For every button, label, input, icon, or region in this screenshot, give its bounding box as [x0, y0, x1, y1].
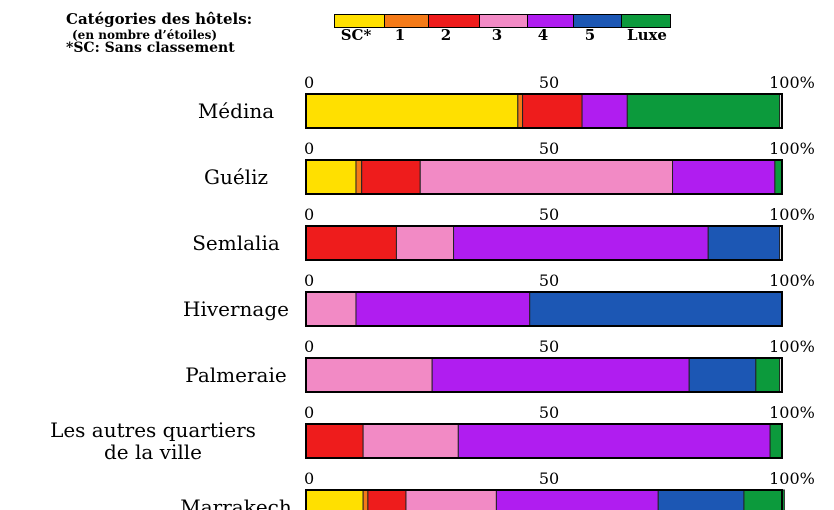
bar-segment	[657, 489, 745, 510]
bar-segment	[305, 93, 519, 129]
bar-segment	[355, 159, 363, 195]
legend-swatch-6	[622, 15, 670, 27]
bar-segment	[305, 291, 357, 327]
tick-label: 100%	[769, 271, 815, 290]
bar-outline	[305, 93, 783, 129]
bar-segment	[419, 159, 674, 195]
bar-outline	[305, 291, 783, 327]
bar-segment	[453, 225, 709, 261]
legend-swatch-strip	[334, 14, 671, 28]
legend-label-6: Luxe	[627, 26, 667, 44]
category-label: Médina	[198, 99, 274, 123]
legend-swatch-1	[385, 15, 429, 27]
bar-segment	[305, 159, 357, 195]
tick-label: 0	[304, 403, 314, 422]
bar-segment	[305, 357, 433, 393]
tick-label: 50	[539, 139, 559, 158]
tick-label: 0	[304, 205, 314, 224]
bar-segment	[755, 357, 781, 393]
bar-segment	[529, 291, 783, 327]
bar-segment	[355, 291, 531, 327]
bar-segment	[362, 489, 369, 510]
bar-outline	[305, 225, 783, 261]
legend-swatch-4	[528, 15, 574, 27]
bar-segment	[672, 159, 776, 195]
tick-label: 50	[539, 469, 559, 488]
tick-label: 100%	[769, 205, 815, 224]
category-label: Palmeraie	[185, 363, 286, 387]
tick-label: 100%	[769, 139, 815, 158]
legend-label-1: 1	[394, 26, 406, 44]
bar-outline	[305, 489, 783, 510]
bar-outline	[305, 357, 783, 393]
tick-label: 50	[539, 271, 559, 290]
category-label: Les autres quartiers de la ville	[50, 418, 256, 464]
bar-segment	[495, 489, 659, 510]
bar-segment	[769, 423, 783, 459]
legend-note: *SC: Sans classement	[66, 40, 235, 56]
legend-swatch-0	[335, 15, 385, 27]
legend-swatch-3	[480, 15, 528, 27]
category-label: Semlalia	[192, 231, 280, 255]
tick-label: 50	[539, 73, 559, 92]
tick-label: 50	[539, 337, 559, 356]
category-label: Guéliz	[204, 165, 268, 189]
tick-label: 100%	[769, 73, 815, 92]
bar-segment	[688, 357, 757, 393]
bar-segment	[395, 225, 455, 261]
tick-label: 50	[539, 403, 559, 422]
bar-segment	[743, 489, 785, 510]
legend-label-0: SC*	[340, 26, 372, 44]
bar-segment	[305, 423, 364, 459]
legend-label-3: 3	[491, 26, 503, 44]
bar-segment	[367, 489, 407, 510]
bar-segment	[707, 225, 781, 261]
chart-legend: Catégories des hôtels: (en nombre d’étoi…	[0, 0, 834, 70]
tick-label: 0	[304, 337, 314, 356]
bar-segment	[431, 357, 690, 393]
legend-label-4: 4	[537, 26, 549, 44]
bar-segment	[774, 159, 783, 195]
bar-outline	[305, 159, 783, 195]
tick-label: 0	[304, 139, 314, 158]
legend-swatch-5	[574, 15, 622, 27]
legend-swatch-2	[429, 15, 480, 27]
tick-label: 0	[304, 271, 314, 290]
bar-segment	[305, 489, 364, 510]
bar-segment	[626, 93, 781, 129]
category-label: Marrakech	[180, 495, 292, 510]
bar-segment	[517, 93, 524, 129]
bar-segment	[362, 423, 459, 459]
tick-label: 100%	[769, 337, 815, 356]
bar-segment	[361, 159, 421, 195]
legend-label-2: 2	[440, 26, 452, 44]
bar-segment	[457, 423, 771, 459]
legend-label-5: 5	[584, 26, 596, 44]
tick-label: 0	[304, 73, 314, 92]
bar-outline	[305, 423, 783, 459]
tick-label: 100%	[769, 469, 815, 488]
category-label: Hivernage	[183, 297, 289, 321]
bar-segment	[405, 489, 497, 510]
legend-title: Catégories des hôtels:	[66, 10, 253, 28]
legend-subtitle: (en nombre d’étoiles)	[72, 28, 218, 42]
tick-label: 0	[304, 469, 314, 488]
bar-segment	[581, 93, 628, 129]
tick-label: 50	[539, 205, 559, 224]
bar-segment	[522, 93, 583, 129]
tick-label: 100%	[769, 403, 815, 422]
bar-segment	[305, 225, 397, 261]
